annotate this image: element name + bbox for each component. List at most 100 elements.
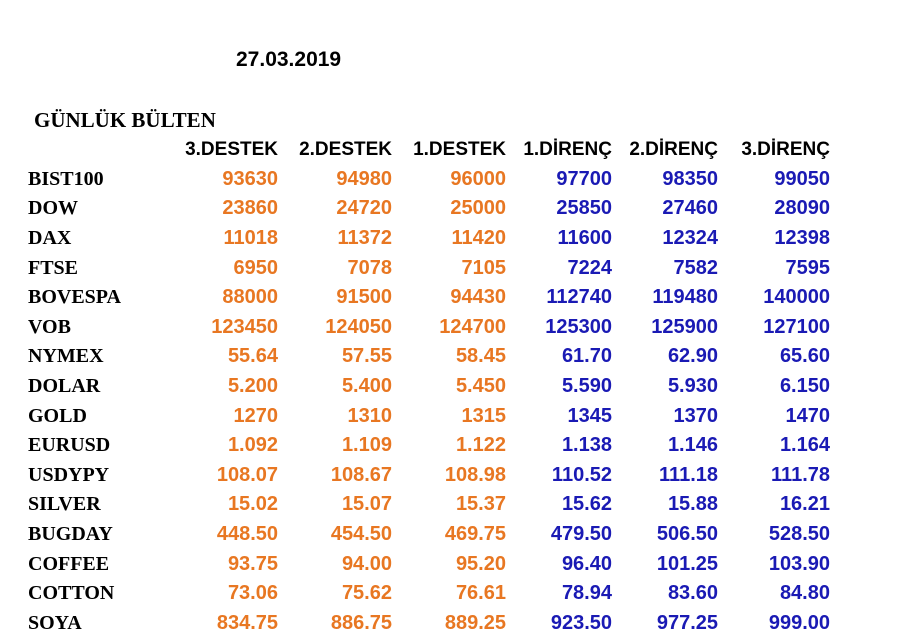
table-row: FTSE 6950 7078 7105 7224 7582 7595 — [28, 253, 830, 283]
table-row: BOVESPA 88000 91500 94430 112740 119480 140000 — [28, 283, 830, 313]
resistance-3-value: 65.60 — [779, 345, 830, 368]
resistance-2-value: 27460 — [662, 197, 718, 220]
resistance-3-value: 6.150 — [779, 375, 830, 398]
instrument-name: DOLAR — [28, 375, 101, 398]
support-1-value: 1315 — [461, 404, 507, 427]
instrument-name: BIST100 — [28, 167, 104, 190]
resistance-3-value: 103.90 — [768, 552, 830, 575]
resistance-2-value: 125900 — [651, 315, 718, 338]
resistance-2-value: 1370 — [673, 404, 719, 427]
resistance-1-value: 112740 — [546, 286, 612, 309]
instrument-name: BOVESPA — [28, 286, 121, 309]
instrument-name: COFFEE — [28, 552, 110, 575]
support-1-value: 76.61 — [455, 582, 506, 605]
support-2-value: 15.07 — [341, 493, 392, 516]
levels-table: 3.DESTEK 2.DESTEK 1.DESTEK 1.DİRENÇ 2.Dİ… — [28, 135, 830, 638]
table-row: DAX 11018 11372 11420 11600 12324 12398 — [28, 224, 830, 254]
support-3-value: 123450 — [211, 315, 278, 338]
support-3-value: 5.200 — [227, 375, 278, 398]
support-3-value: 73.06 — [227, 582, 278, 605]
instrument-name: COTTON — [28, 582, 115, 605]
support-2-value: 7078 — [347, 256, 393, 279]
resistance-3-value: 99050 — [774, 167, 830, 190]
table-row: VOB 123450 124050 124700 125300 125900 127100 — [28, 313, 830, 343]
header-support-2: 2.DESTEK — [299, 138, 392, 160]
resistance-2-value: 119480 — [652, 286, 718, 309]
support-1-value: 469.75 — [444, 523, 506, 546]
table-row: USDYPY 108.07 108.67 108.98 110.52 111.18 111.… — [28, 461, 830, 491]
resistance-3-value: 999.00 — [768, 611, 830, 634]
instrument-name: NYMEX — [28, 345, 104, 368]
resistance-2-value: 101.25 — [656, 552, 718, 575]
support-3-value: 93.75 — [227, 552, 278, 575]
support-3-value: 88000 — [222, 286, 278, 309]
resistance-1-value: 479.50 — [550, 523, 612, 546]
header-resistance-2: 2.DİRENÇ — [629, 138, 718, 160]
resistance-3-value: 1470 — [785, 404, 831, 427]
support-1-value: 124700 — [439, 315, 506, 338]
header-row: 3.DESTEK 2.DESTEK 1.DESTEK 1.DİRENÇ 2.Dİ… — [28, 135, 830, 165]
instrument-name: SOYA — [28, 611, 82, 634]
resistance-1-value: 97700 — [556, 167, 612, 190]
resistance-1-value: 125300 — [545, 315, 612, 338]
resistance-2-value: 12324 — [662, 227, 718, 250]
table-body: BIST100 93630 94980 96000 97700 98350 99050 DOW… — [28, 165, 830, 639]
support-3-value: 11018 — [223, 227, 278, 250]
support-3-value: 108.07 — [216, 463, 278, 486]
instrument-name: BUGDAY — [28, 523, 113, 546]
support-3-value: 23860 — [222, 197, 278, 220]
resistance-2-value: 7582 — [673, 256, 719, 279]
table-row: NYMEX 55.64 57.55 58.45 61.70 62.90 65.60 — [28, 342, 830, 372]
resistance-1-value: 1.138 — [561, 434, 612, 457]
header-instrument — [28, 135, 174, 165]
resistance-2-value: 98350 — [662, 167, 718, 190]
resistance-1-value: 923.50 — [550, 611, 612, 634]
instrument-name: DOW — [28, 197, 78, 220]
support-1-value: 7105 — [461, 256, 507, 279]
support-2-value: 57.55 — [341, 345, 392, 368]
resistance-3-value: 16.21 — [779, 493, 830, 516]
support-1-value: 15.37 — [455, 493, 506, 516]
resistance-2-value: 1.146 — [667, 434, 718, 457]
header-resistance-1: 1.DİRENÇ — [523, 138, 612, 160]
support-3-value: 15.02 — [227, 493, 278, 516]
resistance-3-value: 1.164 — [779, 434, 830, 457]
support-2-value: 94.00 — [341, 552, 392, 575]
support-2-value: 91500 — [336, 286, 392, 309]
resistance-2-value: 111.18 — [659, 463, 718, 486]
resistance-2-value: 506.50 — [656, 523, 718, 546]
support-2-value: 75.62 — [341, 582, 392, 605]
instrument-name: EURUSD — [28, 434, 111, 457]
support-3-value: 6950 — [233, 256, 279, 279]
instrument-name: DAX — [28, 227, 72, 250]
support-2-value: 1310 — [347, 404, 393, 427]
table-row: DOLAR 5.200 5.400 5.450 5.590 5.930 6.150 — [28, 372, 830, 402]
support-2-value: 24720 — [336, 197, 392, 220]
support-1-value: 94430 — [450, 286, 506, 309]
support-1-value: 58.45 — [455, 345, 506, 368]
header-resistance-3: 3.DİRENÇ — [741, 138, 830, 160]
resistance-3-value: 7595 — [785, 256, 831, 279]
table-row: DOW 23860 24720 25000 25850 27460 28090 — [28, 194, 830, 224]
instrument-name: VOB — [28, 315, 71, 338]
header-support-3: 3.DESTEK — [185, 138, 278, 160]
resistance-2-value: 977.25 — [656, 611, 718, 634]
support-3-value: 1270 — [233, 404, 279, 427]
support-2-value: 124050 — [325, 315, 392, 338]
resistance-3-value: 111.78 — [771, 463, 830, 486]
support-2-value: 94980 — [336, 167, 392, 190]
header-support-1: 1.DESTEK — [413, 138, 506, 160]
instrument-name: SILVER — [28, 493, 101, 516]
table-row: COFFEE 93.75 94.00 95.20 96.40 101.25 103.90 — [28, 549, 830, 579]
table-row: EURUSD 1.092 1.109 1.122 1.138 1.146 1.164 — [28, 431, 830, 461]
resistance-1-value: 15.62 — [561, 493, 612, 516]
table-row: SOYA 834.75 886.75 889.25 923.50 977.25 999.00 — [28, 609, 830, 639]
resistance-2-value: 5.930 — [667, 375, 718, 398]
resistance-1-value: 11600 — [557, 227, 612, 250]
support-2-value: 886.75 — [330, 611, 392, 634]
support-3-value: 93630 — [222, 167, 278, 190]
resistance-3-value: 28090 — [774, 197, 830, 220]
table-row: SILVER 15.02 15.07 15.37 15.62 15.88 16.21 — [28, 490, 830, 520]
instrument-name: GOLD — [28, 404, 87, 427]
table-row: BIST100 93630 94980 96000 97700 98350 99050 — [28, 165, 830, 195]
